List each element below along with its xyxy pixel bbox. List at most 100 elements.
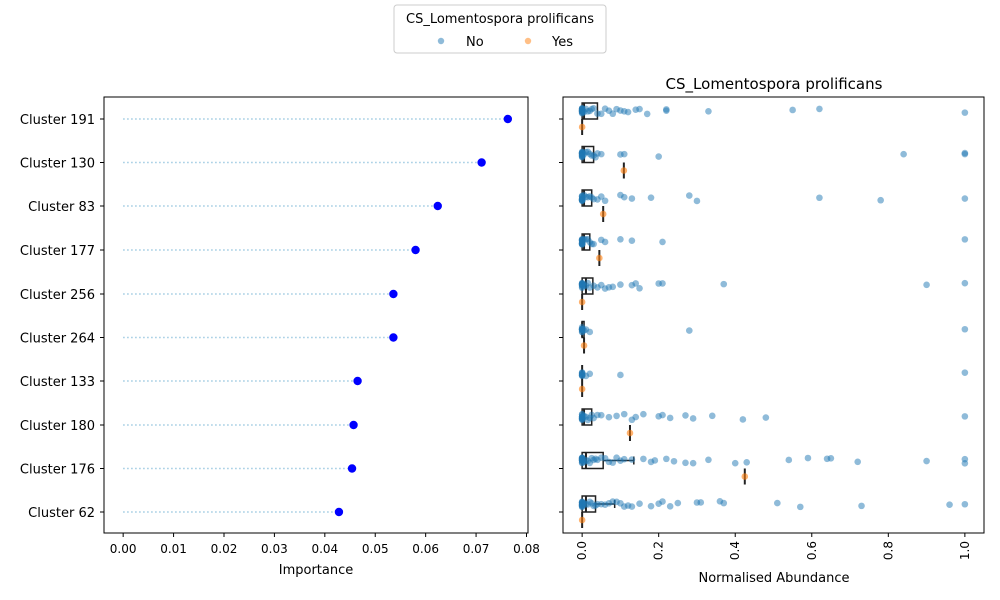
abundance-point-no: [597, 110, 605, 118]
abundance-point-no: [686, 192, 693, 199]
left-y-tick-label: Cluster 83: [28, 200, 95, 215]
abundance-point-no: [624, 108, 632, 116]
abundance-point-no: [816, 194, 823, 202]
abundance-point-no: [640, 410, 647, 418]
left-x-tick-label: 0.01: [160, 542, 187, 556]
left-y-tick-label: Cluster 176: [20, 463, 95, 478]
abundance-point-no: [961, 236, 969, 243]
abundance-point-no: [636, 500, 643, 507]
abundance-point-no: [796, 503, 804, 511]
abundance-point-no: [628, 237, 636, 244]
abundance-point-no: [731, 459, 739, 467]
importance-point: [433, 201, 442, 211]
importance-point: [503, 114, 513, 124]
abundance-point-no: [590, 105, 597, 112]
abundance-point-no: [693, 197, 701, 205]
right-chart-title: CS_Lomentospora prolificans: [666, 75, 883, 94]
importance-point: [349, 420, 358, 430]
right-x-axis: 0.0 0.2 0.4 0.6 0.8 1.0: [575, 533, 972, 560]
abundance-point-no: [762, 414, 770, 421]
abundance-point-no: [961, 455, 969, 463]
left-x-tick-label: 0.03: [261, 542, 288, 556]
abundance-point-no: [617, 371, 624, 379]
abundance-point-yes: [578, 516, 586, 524]
abundance-point-no: [586, 370, 594, 378]
abundance-point-no: [682, 412, 689, 419]
right-x-tick-label: 0.4: [728, 541, 742, 560]
abundance-point-no: [659, 498, 666, 505]
abundance-point-yes: [596, 254, 603, 262]
abundance-point-no: [670, 457, 678, 465]
abundance-point-no: [961, 500, 969, 508]
abundance-point-no: [877, 196, 884, 204]
abundance-point-no: [697, 499, 705, 506]
abundance-point-no: [674, 499, 682, 507]
abundance-point-no: [689, 459, 697, 467]
abundance-point-yes: [620, 167, 628, 174]
abundance-point-no: [617, 236, 624, 243]
left-y-tick-label: Cluster 180: [20, 419, 95, 434]
abundance-point-no: [900, 150, 907, 158]
abundance-point-no: [617, 281, 624, 288]
abundance-point-no: [720, 499, 728, 507]
left-x-tick-label: 0.02: [211, 542, 238, 556]
abundance-point-no: [659, 280, 666, 287]
abundance-point-no: [961, 195, 969, 202]
abundance-point-yes: [580, 342, 588, 349]
abundance-point-no: [858, 502, 865, 510]
abundance-point-no: [961, 325, 969, 333]
abundance-point-yes: [578, 385, 586, 393]
abundance-point-no: [961, 109, 969, 116]
abundance-point-no: [609, 459, 617, 466]
abundance-point-no: [620, 410, 628, 418]
importance-chart: Cluster 191 Cluster 130 Cluster 83 Cluster …: [20, 96, 540, 578]
abundance-point-no: [620, 150, 628, 158]
abundance-point-no: [659, 411, 666, 419]
right-x-axis-label: Normalised Abundance: [698, 571, 849, 586]
abundance-point-no: [647, 194, 655, 201]
abundance-point-no: [597, 193, 605, 200]
abundance-points: [578, 105, 969, 524]
left-y-tick-label: Cluster 256: [20, 288, 95, 303]
legend-yes-label: Yes: [551, 35, 573, 50]
abundance-point-no: [923, 457, 930, 465]
abundance-point-no: [609, 110, 617, 118]
abundance-point-no: [774, 499, 781, 507]
abundance-point-no: [804, 454, 812, 462]
abundance-chart: CS_Lomentospora prolificans 0.0 0.2 0.4 0.6…: [559, 75, 985, 586]
abundance-point-no: [628, 503, 636, 510]
left-y-tick-label: Cluster 130: [20, 157, 95, 172]
left-y-tick-label: Cluster 177: [20, 244, 95, 259]
abundance-point-no: [854, 458, 861, 466]
abundance-point-no: [590, 240, 597, 248]
abundance-point-no: [636, 284, 643, 292]
abundance-point-no: [586, 328, 594, 336]
abundance-point-no: [682, 459, 689, 467]
abundance-point-no: [632, 280, 640, 287]
left-x-tick-label: 0.06: [412, 542, 439, 556]
abundance-point-no: [961, 279, 969, 287]
abundance-point-no: [655, 153, 662, 160]
abundance-point-no: [739, 416, 747, 423]
importance-point: [411, 245, 420, 255]
abundance-point-no: [689, 415, 697, 422]
abundance-point-no: [597, 150, 605, 158]
left-y-tick-label: Cluster 62: [28, 506, 95, 521]
right-x-tick-label: 0.0: [575, 541, 589, 560]
abundance-point-no: [640, 455, 647, 463]
importance-point: [477, 158, 486, 167]
abundance-boxes: [581, 102, 746, 528]
abundance-point-no: [663, 455, 670, 463]
abundance-point-no: [597, 411, 605, 419]
abundance-point-no: [628, 195, 636, 202]
abundance-point-no: [743, 459, 751, 466]
abundance-point-yes: [578, 298, 586, 306]
abundance-point-no: [620, 193, 628, 201]
abundance-point-no: [647, 502, 655, 510]
left-plot-frame: [103, 96, 529, 534]
abundance-point-yes: [741, 473, 749, 480]
abundance-point-no: [609, 283, 617, 291]
importance-points: [334, 114, 513, 517]
left-y-axis: Cluster 191 Cluster 130 Cluster 83 Cluster …: [20, 113, 104, 521]
abundance-point-no: [601, 238, 609, 246]
